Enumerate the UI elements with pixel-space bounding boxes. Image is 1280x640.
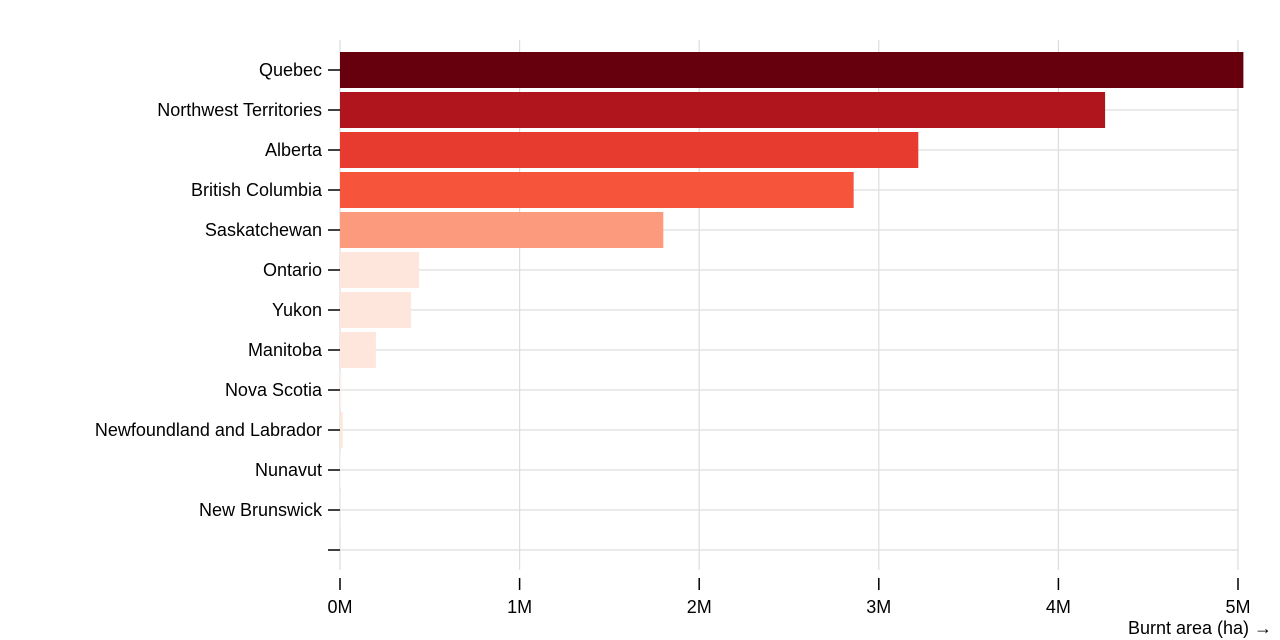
y-tick-label: Northwest Territories	[157, 100, 322, 120]
bar	[340, 52, 1244, 88]
bar	[340, 252, 420, 288]
y-tick-label: Ontario	[263, 260, 322, 280]
x-tick-label: 3M	[866, 597, 891, 617]
bar	[340, 292, 411, 328]
y-tick-label: Saskatchewan	[205, 220, 322, 240]
y-axis: Quebec Northwest Territories Alberta Britis…	[95, 60, 340, 551]
y-tick-label: Nova Scotia	[225, 380, 323, 400]
bar	[340, 212, 664, 248]
y-tick-label: Manitoba	[248, 340, 323, 360]
x-axis: 0M 1M 2M 3M 4M 5M	[327, 578, 1251, 617]
bar	[340, 372, 342, 408]
x-tick-label: 2M	[687, 597, 712, 617]
x-tick-label: 5M	[1225, 597, 1250, 617]
x-tick-label: 0M	[327, 597, 352, 617]
y-tick-label: Alberta	[265, 140, 323, 160]
y-tick-label: Quebec	[259, 60, 322, 80]
bar	[340, 172, 854, 208]
y-tick-label: Yukon	[272, 300, 322, 320]
x-axis-title: Burnt area (ha) →	[1128, 618, 1272, 638]
x-tick-label: 4M	[1046, 597, 1071, 617]
x-tick-label: 1M	[507, 597, 532, 617]
y-tick-label: British Columbia	[191, 180, 323, 200]
bar	[340, 92, 1106, 128]
bar	[340, 132, 919, 168]
y-tick-label: New Brunswick	[199, 500, 323, 520]
bar	[340, 332, 376, 368]
y-tick-label: Nunavut	[255, 460, 322, 480]
bar	[340, 412, 343, 448]
bar-layer	[340, 52, 1244, 528]
y-tick-label: Newfoundland and Labrador	[95, 420, 322, 440]
